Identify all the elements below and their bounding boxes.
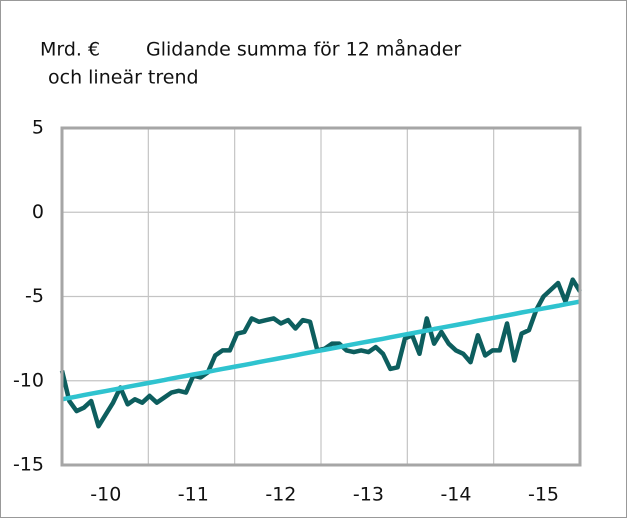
x-tick-label: -14 xyxy=(440,484,471,506)
x-tick-label: -15 xyxy=(528,484,559,506)
chart-title: Glidande summa för 12 månader xyxy=(146,38,461,61)
y-tick-label: 5 xyxy=(32,117,44,139)
x-tick-label: -13 xyxy=(353,484,384,506)
y-tick-label: -5 xyxy=(25,285,44,307)
x-tick-label: -11 xyxy=(178,484,209,506)
plot-border xyxy=(60,126,582,467)
y-tick-label: -15 xyxy=(13,454,44,476)
x-tick-label: -10 xyxy=(90,484,121,506)
x-tick-label: -12 xyxy=(265,484,296,506)
chart-title: och lineär trend xyxy=(48,67,199,89)
y-tick-label: 0 xyxy=(32,201,44,223)
data-line xyxy=(61,299,581,402)
unit-label: Mrd. € xyxy=(40,39,100,61)
y-tick-label: -10 xyxy=(13,369,44,391)
